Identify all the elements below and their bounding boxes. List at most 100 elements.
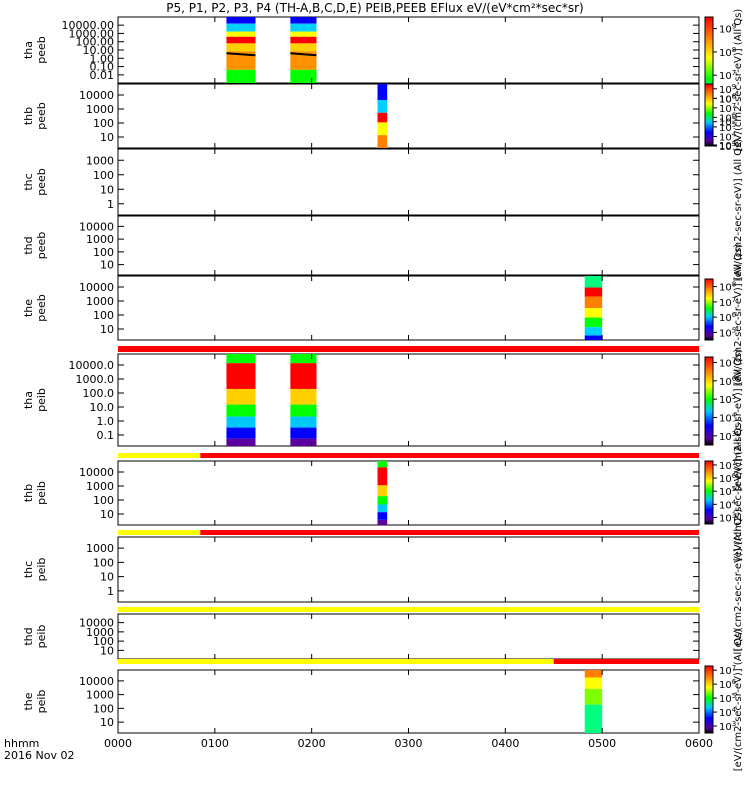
panel-frame-thc-peeb — [117, 148, 700, 216]
panel-ylabel-probe-0: tha — [22, 41, 35, 59]
ytick-label-9-3: 10 — [100, 716, 114, 729]
spectrum-band-4-0-4 — [584, 317, 603, 328]
spectrum-band-5-1-6 — [290, 438, 317, 446]
spectrum-band-5-0-1 — [226, 363, 256, 389]
panel-frame-thd-peib — [117, 613, 700, 660]
ytick-label-7-1: 100 — [93, 556, 114, 569]
colorbar-9 — [704, 665, 714, 734]
ytick-label-9-0: 10000 — [79, 675, 114, 688]
spectrum-band-0-1-6 — [290, 69, 317, 83]
ytick-label-1-3: 10 — [100, 131, 114, 144]
colorbar-1 — [704, 83, 714, 147]
ytick-label-8-3: 10 — [100, 644, 114, 657]
colorbar-label-peeb_e: [eV/(cm2-sec-sr-eV)] (All Qs) — [733, 244, 744, 387]
ytick-label-9-2: 100 — [93, 702, 114, 715]
panel-ylabel-product-5: peib — [35, 388, 48, 412]
ytick-label-7-3: 1 — [107, 585, 114, 598]
colorbar-label-peib_e: [eV/(cm2-sec-sr-eV)] (All Qs) — [733, 629, 744, 772]
spectrum-band-1-0-0 — [377, 84, 388, 100]
panel-ylabel-product-7: peib — [35, 558, 48, 582]
ytick-label-6-1: 1000 — [86, 480, 114, 493]
panel-ylabel-probe-9: the — [22, 692, 35, 710]
spectrum-band-0-1-2 — [290, 31, 317, 37]
ytick-label-9-1: 1000 — [86, 689, 114, 702]
ytick-label-3-1: 1000 — [86, 233, 114, 246]
panel-ylabel-product-9: peib — [35, 690, 48, 714]
ytick-label-8-2: 100 — [93, 635, 114, 648]
panel-ylabel-product-1: peeb — [35, 102, 48, 130]
xaxis-tick-label-2: 0200 — [298, 737, 326, 750]
ytick-label-7-2: 10 — [100, 571, 114, 584]
panel-frame-the-peeb — [117, 275, 700, 341]
spectrum-band-4-0-1 — [584, 287, 603, 297]
spacecraft-potential-line-0 — [226, 52, 256, 57]
spectrum-band-6-0-4 — [377, 504, 388, 513]
spectrum-band-0-1-3 — [290, 36, 317, 44]
spectrum-band-0-0-1 — [226, 23, 256, 32]
ytick-label-0-1: 1000.00 — [69, 27, 115, 40]
ytick-label-5-5: 0.1 — [97, 429, 115, 442]
spectrum-band-6-0-6 — [377, 519, 388, 525]
panel-ylabel-product-0: peeb — [35, 36, 48, 64]
ytick-label-2-3: 1 — [107, 198, 114, 211]
ytick-label-2-1: 100 — [93, 169, 114, 182]
ytick-label-5-2: 100.0 — [83, 387, 115, 400]
spectrum-band-4-0-3 — [584, 308, 603, 318]
panel-ylabel-product-4: peeb — [35, 294, 48, 322]
spectrum-band-5-1-2 — [290, 388, 317, 405]
spectrum-band-5-1-5 — [290, 427, 317, 439]
spectrum-band-6-0-2 — [377, 485, 388, 497]
ytick-label-0-5: 0.10 — [90, 61, 115, 74]
ytick-label-6-0: 10000 — [79, 466, 114, 479]
spectrum-band-5-1-0 — [290, 354, 317, 364]
spectrum-band-5-0-2 — [226, 388, 256, 405]
colorbar-label-peeb_b: [eV/(cm2-sec-sr-eV)] (All Qs) — [733, 139, 744, 282]
panel-ylabel-probe-6: thb — [22, 484, 35, 502]
spectrum-band-5-1-4 — [290, 416, 317, 428]
xaxis-tick-label-0: 0000 — [104, 737, 132, 750]
ytick-label-1-0: 10000 — [79, 89, 114, 102]
spectrum-band-4-0-2 — [584, 296, 603, 308]
spectrum-band-6-0-5 — [377, 512, 388, 520]
panel-ylabel-probe-7: thc — [22, 561, 35, 578]
ytick-label-1-2: 100 — [93, 117, 114, 130]
status-bar-0-seg-0 — [118, 346, 699, 352]
page-title: P5, P1, P2, P3, P4 (TH-A,B,C,D,E) PEIB,P… — [166, 1, 584, 15]
panel-ylabel-product-6: peib — [35, 481, 48, 505]
spectrum-band-6-0-3 — [377, 496, 388, 505]
panel-ylabel-product-3: peeb — [35, 232, 48, 260]
ytick-label-2-0: 1000 — [86, 154, 114, 167]
spectrum-band-6-0-1 — [377, 467, 388, 486]
spectrum-band-5-0-3 — [226, 404, 256, 417]
panel-ylabel-probe-4: the — [22, 299, 35, 317]
ytick-label-0-4: 1.00 — [90, 52, 115, 65]
xaxis-tick-label-1: 0100 — [201, 737, 229, 750]
spectrum-band-4-0-5 — [584, 327, 603, 336]
panel-ylabel-product-8: peib — [35, 625, 48, 649]
ytick-label-0-2: 100.00 — [76, 36, 115, 49]
spectrum-band-0-0-3 — [226, 36, 256, 44]
ytick-label-6-2: 100 — [93, 494, 114, 507]
spectrum-band-5-0-4 — [226, 416, 256, 428]
xaxis-label-date: 2016 Nov 02 — [4, 749, 74, 762]
ytick-label-6-3: 10 — [100, 508, 114, 521]
panel-ylabel-probe-1: thb — [22, 107, 35, 125]
ytick-label-5-4: 1.0 — [97, 415, 115, 428]
spectrum-band-1-0-3 — [377, 122, 388, 136]
panel-frame-thc-peib — [117, 536, 700, 603]
panel-frame-tha-peeb — [117, 16, 700, 84]
ytick-label-0-3: 10.00 — [83, 44, 115, 57]
ytick-label-0-0: 10000.00 — [62, 19, 115, 32]
status-bar-1-seg-1 — [200, 453, 699, 458]
spectrum-band-5-0-5 — [226, 427, 256, 439]
spectrum-band-5-0-0 — [226, 354, 256, 364]
colorbar-label-peib_cd: [eV/(cm2-sec-sr-eV)] (All Qs) — [733, 509, 744, 652]
spectrum-band-0-1-5 — [290, 51, 317, 70]
colorbar-label-peeb_a: [eV/(cm2-sec-sr-eV)] (All Qs) — [733, 9, 744, 152]
status-bar-3-seg-0 — [118, 607, 699, 612]
panel-frame-thb-peeb — [117, 83, 700, 149]
spectrum-band-0-0-2 — [226, 31, 256, 37]
panel-ylabel-probe-3: thd — [22, 236, 35, 254]
spectrum-band-0-0-4 — [226, 43, 256, 52]
